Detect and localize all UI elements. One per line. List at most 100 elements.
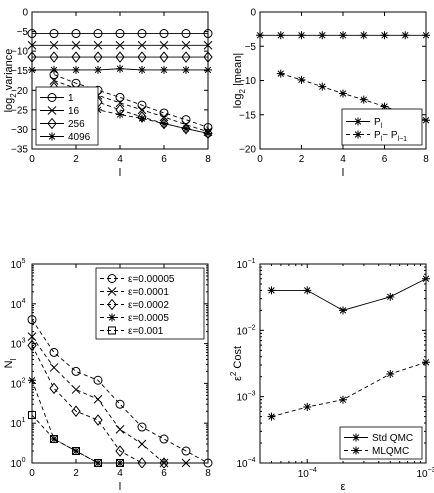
data-point [27,29,37,39]
data-point [27,40,37,50]
data-point [115,29,125,39]
data-point [339,395,347,404]
x-tick-label: 4 [340,154,346,165]
x-tick-label: 6 [161,468,167,479]
legend-label: ε=0.001 [128,326,164,337]
series-line [31,319,209,464]
data-point [359,95,368,104]
series-line [31,414,120,464]
data-point [203,127,213,140]
data-point [115,40,125,50]
y-tick-label: −35 [11,145,28,156]
data-point [422,274,430,283]
data-point [27,315,37,325]
data-point [182,124,190,133]
legend-label: Std QMC [372,433,413,444]
series-1 [27,332,191,468]
data-point [159,457,169,468]
data-point [115,399,125,409]
y-tick-label: 102 [10,377,25,390]
data-point [72,65,80,74]
data-point [267,412,276,421]
panel-bottom-left: 0 2 4 6 8100101102103104105lNlε=0.00005ε=0.0… [3,258,213,493]
x-tick-label: 4 [117,468,123,479]
data-point [116,64,124,73]
data-point [71,385,81,394]
y-tick-label: 0 [250,8,256,19]
x-tick-label: 0 [29,154,35,165]
y-tick-label: −30 [11,125,28,136]
data-point [160,65,168,74]
series-line [53,98,209,134]
data-point [181,122,191,135]
y-axis-label: Nl [3,358,18,368]
series-line [31,336,186,464]
y-tick-label: −15 [239,110,256,121]
data-point [50,435,58,444]
x-axis-label: l [119,167,121,179]
data-point [339,89,347,98]
data-point [137,439,147,449]
data-point [297,75,306,84]
data-point [422,31,430,40]
series-line [53,80,209,133]
data-point [28,411,36,420]
y-tick-label: 105 [10,258,25,271]
x-tick-label: 6 [161,154,167,165]
data-point [71,40,81,50]
series-0 [256,31,430,40]
x-tick-label: 2 [73,468,79,479]
data-point [159,29,169,39]
legend-marker [47,93,57,102]
legend-label: Pl− Pl−1 [374,130,407,143]
x-axis-label: l [119,481,121,493]
series-1 [27,40,213,50]
y-tick-label: 10−3 [236,391,255,404]
legend-label: Pl [374,117,383,130]
data-point [49,363,59,372]
legend-label: MLQMC [372,446,409,457]
data-point [28,65,36,74]
data-point [380,31,389,40]
y-tick-label: −5 [17,27,29,38]
data-point [181,446,191,456]
series-1 [267,358,430,421]
series-3 [28,64,212,74]
x-axis-label: ε [341,481,346,493]
data-point [115,425,125,434]
data-point [94,459,102,467]
data-point [203,51,213,63]
panel-top-left: 0 2 4 6 8 −35 −30 −25 −20 −15 −10 −5 0 l log2 variance… [3,8,213,179]
legend-marker [352,433,360,442]
series-4 [28,411,124,467]
data-point [93,414,103,426]
data-point [318,31,327,40]
data-point [49,347,59,357]
legend-marker [108,313,116,322]
data-point [115,51,125,63]
data-point [380,102,389,111]
data-point [386,292,395,301]
data-point [303,286,312,295]
data-point [181,40,191,50]
data-point [159,112,169,122]
legend-marker [108,326,116,335]
x-tick-label: 8 [205,468,211,479]
data-point [204,65,212,74]
x-tick-label: 4 [117,154,123,165]
data-point [93,40,103,50]
data-point [137,422,147,432]
legend-marker [354,117,362,126]
data-point [422,358,430,367]
data-point [72,447,80,456]
data-point [181,29,191,39]
data-point [159,40,169,50]
x-tick-label: 10−4 [298,467,317,480]
y-tick-label: 10−2 [236,324,255,337]
data-point [204,129,212,138]
legend-box [339,426,423,460]
data-point [27,339,37,352]
x-tick-label: 0 [29,468,35,479]
